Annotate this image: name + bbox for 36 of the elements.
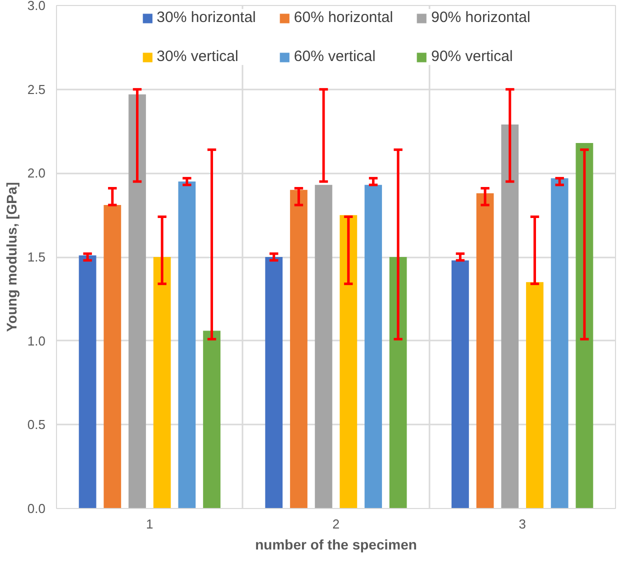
y-tick-label: 2.5	[27, 82, 46, 97]
y-tick-label: 0.0	[27, 501, 46, 516]
bar	[364, 184, 382, 508]
bar	[203, 330, 220, 508]
legend-label: 90% vertical	[431, 48, 513, 65]
y-tick-label: 0.5	[27, 417, 46, 432]
bar	[128, 94, 146, 508]
legend-label: 60% horizontal	[294, 9, 394, 26]
legend-label: 60% vertical	[294, 48, 376, 65]
y-axis-title: Young modulus, [GPa]	[3, 182, 20, 332]
y-tick-label: 1.0	[27, 333, 46, 348]
bar	[78, 255, 96, 508]
x-axis-title: number of the specimen	[255, 536, 417, 552]
y-tick-label: 1.5	[27, 250, 46, 264]
bar	[178, 182, 196, 508]
bar	[526, 282, 544, 508]
bar	[314, 184, 332, 508]
bar	[389, 257, 407, 508]
x-tick-label: 1	[146, 516, 154, 532]
bar	[265, 257, 283, 508]
legend-label: 30% vertical	[156, 48, 238, 65]
y-tick-label: 3.0	[27, 0, 46, 13]
bar	[452, 260, 469, 508]
legend-label: 90% horizontal	[431, 9, 530, 26]
bar	[501, 124, 519, 508]
legend-label: 30% horizontal	[156, 9, 256, 26]
y-tick-label: 2.0	[27, 166, 46, 181]
bar	[104, 205, 122, 508]
bar	[290, 190, 308, 508]
bar	[153, 257, 171, 508]
x-tick-label: 3	[518, 516, 526, 532]
bar	[550, 178, 568, 508]
bar	[476, 193, 494, 508]
x-tick-label: 2	[332, 516, 340, 532]
bar	[576, 142, 594, 508]
bar	[340, 215, 358, 508]
